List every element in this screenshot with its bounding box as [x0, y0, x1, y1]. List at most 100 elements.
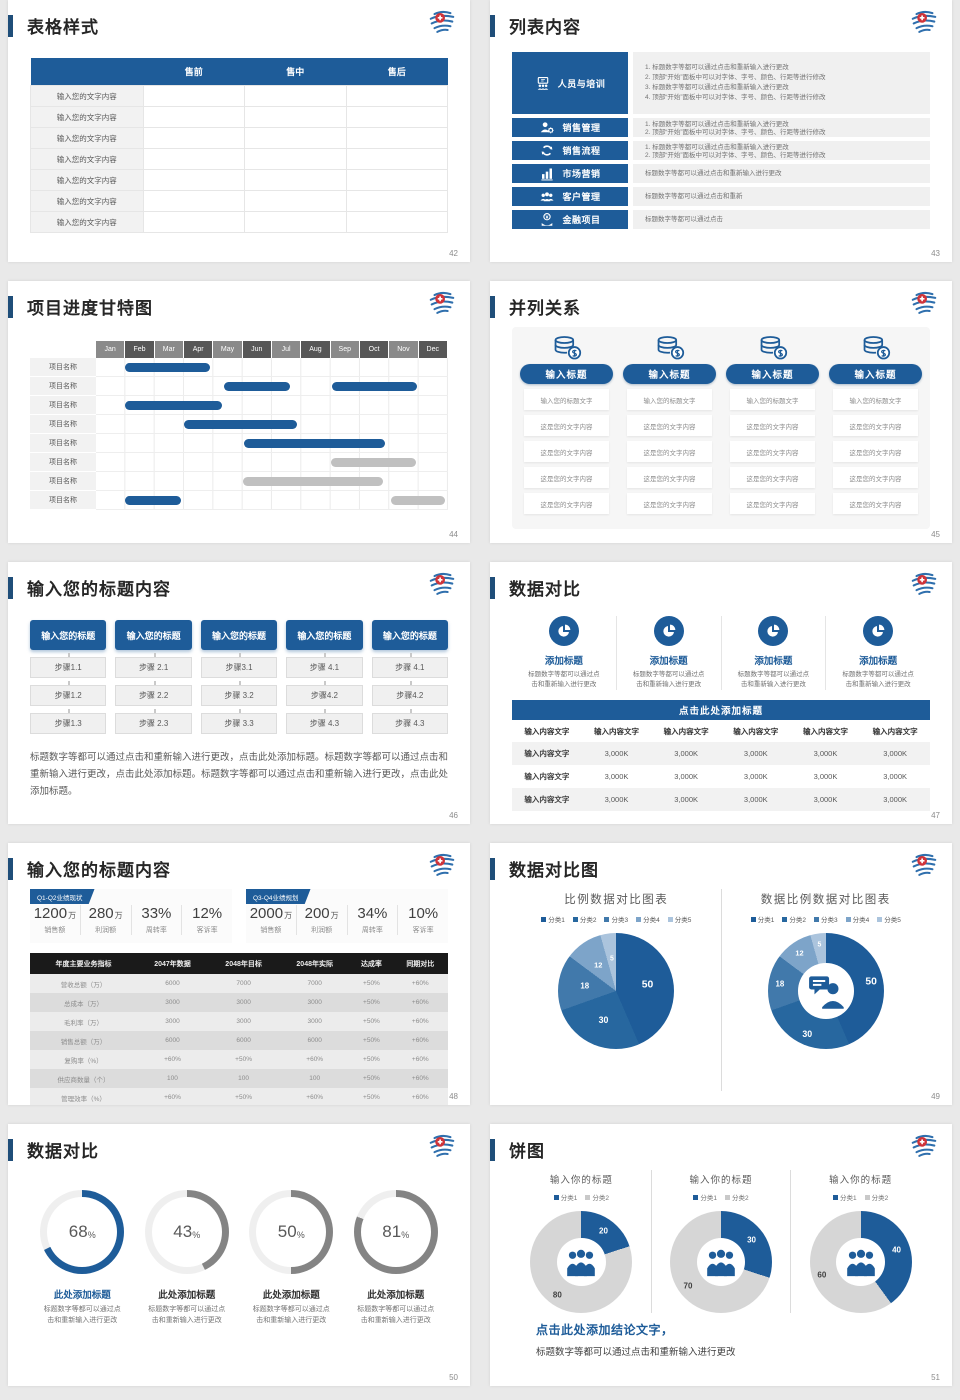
feature-title: 添加标题 [859, 656, 898, 667]
slice-value: 12 [594, 960, 603, 970]
column-cell: 输入您的标题文字 [627, 389, 712, 410]
project-label: 项目名称 [30, 396, 96, 415]
table-cell: 3,000K [743, 795, 768, 804]
page-title: 数据对比 [27, 1142, 99, 1161]
legend-swatch [845, 916, 851, 922]
page-number: 47 [931, 811, 940, 820]
column-cell: 这是您的文字内容 [730, 441, 815, 462]
slide-48-kpi-table[interactable]: 输入您的标题内容 Q1-Q2业绩现状 1200万 销售额 280万 利润额 33% 周转率 1… [8, 843, 470, 1105]
slide-46-steps[interactable]: 输入您的标题内容 输入您的标题 步骤1.1 步骤1.2 步骤1.3 输入您的标题 步骤 2… [8, 562, 470, 824]
title-accent-bar [490, 1138, 495, 1161]
gantt-row: 项目名称 [30, 472, 448, 491]
page-title: 并列关系 [509, 299, 581, 318]
table-cell: 6000 [165, 980, 180, 987]
table-row: 输入您的文字内容 [30, 148, 449, 170]
stat-value: 33% [141, 905, 172, 922]
legend-swatch [636, 916, 642, 922]
slide-44-gantt[interactable]: 项目进度甘特图 Jan Feb Mar Apr May Jun Jul Aug Sep Oct No… [8, 281, 470, 543]
step-column: 输入您的标题 步骤 4.1 步骤4.2 步骤 4.3 [286, 620, 363, 734]
column-cell: 这是您的文字内容 [730, 493, 815, 514]
table-row: 总成本（万） 3000 3000 3000 +50% +60% [30, 993, 448, 1012]
slide-45-parallel[interactable]: 并列关系 输入标题 输入您的标题文字 这是您的文字内容 这是您的文字内容 这是您的文字内… [490, 281, 952, 543]
slide-43-list-content[interactable]: 列表内容 人员与培训 1. 标题数字等都可以通过点击和重新输入进行更改 2. 顶部“… [490, 0, 952, 262]
slide-47-data-compare[interactable]: 数据对比 添加标题 标题数字等都可以通过点 击和重新输入进行更改 添加标题 标题数字等都… [490, 562, 952, 824]
step-box: 步骤4.2 [286, 681, 363, 706]
table-row: 供应商数量（个） 100 100 100 +50% +60% [30, 1069, 448, 1088]
table-cell: +50% [235, 1056, 252, 1063]
table-cell: 3,000K [883, 772, 908, 781]
gauge-title: 此处添加标题 [367, 1290, 425, 1301]
step-box: 步骤 3.3 [200, 709, 278, 734]
row-label: 输入您的文字内容 [30, 85, 144, 107]
feature-caption: 击和重新输入进行更改 [531, 681, 597, 688]
stat-label: 周转率 [361, 927, 383, 934]
month-label: Mar [154, 341, 184, 358]
slice-value: 70 [683, 1281, 693, 1291]
column-cell: 这是您的文字内容 [730, 467, 815, 488]
step-column: 输入您的标题 步骤3.1 步骤 3.2 步骤 3.3 [200, 620, 278, 734]
table-title-bar: 点击此处添加标题 [512, 700, 930, 720]
gantt-row: 项目名称 [30, 415, 448, 434]
column-cell: 这是您的文字内容 [833, 441, 918, 462]
table-cell: +60% [411, 1037, 429, 1044]
legend-swatch [604, 916, 610, 922]
feature-column: 添加标题 标题数字等都可以通过点 击和重新输入进行更改 [825, 616, 930, 690]
table-cell: 7000 [307, 980, 322, 987]
table-cell: +60% [411, 1094, 429, 1101]
legend-item: 分类4 [636, 914, 660, 924]
column-header: 输入内容文字 [524, 726, 570, 736]
legend-swatch [782, 916, 788, 922]
category-label: 人员与培训 [557, 78, 606, 89]
column-cell: 这是您的文字内容 [833, 467, 918, 488]
category-box: 客户管理 [512, 187, 628, 206]
legend-item: 分类1 [833, 1192, 857, 1202]
gauge-ring: 50% [249, 1190, 334, 1274]
stat-item: 1200万 销售额 [30, 905, 81, 935]
gantt-track [96, 434, 448, 453]
gantt-bar [390, 496, 446, 505]
step-box: 步骤 2.3 [115, 709, 192, 734]
gauge-block: 81% 此处添加标题 标题数字等都可以通过点 击和重新输入进行更改 [344, 1190, 449, 1326]
slide-51-donuts[interactable]: 饼图 输入你的标题 分类1 分类2 20 80 输入你的标题 分类1 分类2 30 70 输入你的标… [490, 1124, 952, 1386]
legend-item: 分类2 [782, 914, 806, 924]
feature-caption: 标题数字等都可以通过点 [632, 671, 705, 678]
column-cell: 这是您的文字内容 [524, 441, 609, 462]
category-description: 标题数字等都可以通过点击和重新输入进行更改 [633, 164, 930, 183]
gantt-track [96, 453, 448, 472]
gauge-title: 此处添加标题 [53, 1290, 111, 1301]
table-cell: +60% [164, 1056, 181, 1063]
slide-42-table-style[interactable]: 表格样式 售前 售中 售后 输入您的文字内容 输入您的文字内容 输入您的文字内容 输入您的… [8, 0, 470, 262]
legend-swatch [541, 916, 547, 922]
step-column-header: 输入您的标题 [30, 620, 107, 650]
gantt-track [96, 491, 448, 510]
stat-label: 利润额 [95, 927, 117, 934]
empty-cell [345, 106, 449, 128]
table-cell: +50% [363, 1094, 380, 1101]
legend-item: 分类1 [750, 914, 774, 924]
panel-tag: Q3-Q4业绩规划 [246, 889, 311, 904]
i-training-icon [535, 76, 551, 91]
slide-50-gauges[interactable]: 数据对比 68% 此处添加标题 标题数字等都可以通过点 击和重新输入进行更改 43% 此处… [8, 1124, 470, 1386]
table-cell: 6000 [236, 1037, 251, 1044]
stats-row: 2000万 销售额 200万 利润额 34% 周转率 10% 客诉率 [246, 905, 448, 935]
gantt-row: 项目名称 [30, 434, 448, 453]
column-header: 输入内容文字 [663, 726, 709, 736]
slice-value: 50 [865, 976, 877, 988]
gantt-row: 项目名称 [30, 491, 448, 510]
page-title: 输入您的标题内容 [27, 580, 171, 599]
donut-title: 输入你的标题 [689, 1175, 753, 1186]
gantt-row: 项目名称 [30, 358, 448, 377]
stat-unit: 万 [114, 911, 123, 920]
column-header: 输入内容文字 [593, 726, 639, 736]
table-cell: 3,000K [813, 795, 838, 804]
logo-icon [909, 290, 939, 317]
slide-49-pie-charts[interactable]: 数据对比图 比例数据对比图表 分类1 分类2 分类3 分类4 分类5 50 30 18 12 5 数据… [490, 843, 952, 1105]
table-row: 输入您的文字内容 [30, 106, 449, 128]
pie-chart-icon [653, 616, 684, 646]
stat-value: 1200万 [33, 905, 77, 922]
table-cell: +60% [164, 1094, 181, 1101]
project-label: 项目名称 [30, 377, 96, 396]
table-row: 管理效率（%） +60% +50% +60% +50% +60% [30, 1088, 448, 1105]
gantt-bar [330, 458, 416, 467]
description-line: 1. 标题数字等都可以通过点击和重新输入进行更改 [645, 64, 789, 71]
